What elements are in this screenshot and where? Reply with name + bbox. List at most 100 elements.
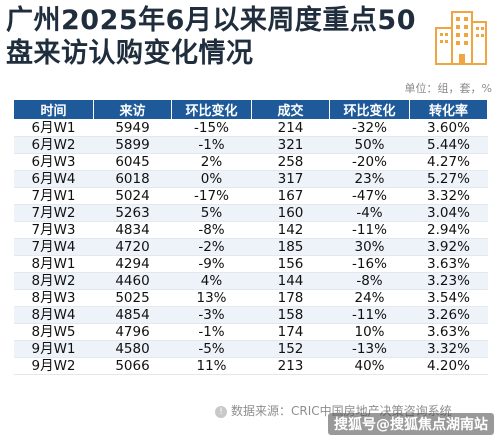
table-row: 6月W2 5899 -1% 321 50% 5.44% [13, 136, 488, 154]
cell-visits-change: -1% [171, 136, 252, 154]
cell-deals: 321 [251, 136, 330, 154]
cell-deals-change: 50% [329, 136, 410, 154]
cell-visits: 6018 [93, 170, 172, 188]
cell-time: 9月W1 [13, 340, 94, 358]
cell-time: 6月W4 [13, 170, 94, 188]
cell-visits-change: -17% [171, 187, 252, 205]
cell-visits-change: 2% [171, 153, 252, 171]
cell-visits-change: 13% [171, 289, 252, 307]
cell-time: 8月W4 [13, 306, 94, 324]
cell-deals: 214 [251, 119, 330, 137]
cell-time: 9月W2 [13, 357, 94, 375]
cell-visits-change: 11% [171, 357, 252, 375]
cell-visits: 4580 [93, 340, 172, 358]
cell-deals-change: 30% [329, 238, 410, 256]
cell-deals: 317 [251, 170, 330, 188]
table-header-row: 时间 来访 环比变化 成交 环比变化 转化率 [13, 99, 488, 120]
table-row: 7月W3 4834 -8% 142 -11% 2.94% [13, 221, 488, 239]
col-header-conversion: 转化率 [409, 99, 488, 120]
cell-visits: 5024 [93, 187, 172, 205]
building-logo-icon [435, 11, 487, 65]
cell-deals: 152 [251, 340, 330, 358]
cell-time: 8月W3 [13, 289, 94, 307]
cell-deals-change: -16% [329, 255, 410, 273]
cell-visits: 4834 [93, 221, 172, 239]
cell-deals-change: 40% [329, 357, 410, 375]
cell-conversion: 3.54% [409, 289, 488, 307]
cell-conversion: 4.20% [409, 357, 488, 375]
unit-label: 单位：组，套，% [404, 82, 492, 95]
cell-deals: 158 [251, 306, 330, 324]
col-header-visits: 来访 [93, 99, 172, 120]
col-header-visits-change: 环比变化 [171, 99, 252, 120]
cell-visits: 5899 [93, 136, 172, 154]
cell-deals-change: 24% [329, 289, 410, 307]
cell-time: 7月W1 [13, 187, 94, 205]
table-row: 9月W1 4580 -5% 152 -13% 3.32% [13, 340, 488, 358]
cell-visits-change: -3% [171, 306, 252, 324]
cell-visits: 4854 [93, 306, 172, 324]
table-row: 8月W5 4796 -1% 174 10% 3.63% [13, 323, 488, 341]
cell-conversion: 3.23% [409, 272, 488, 290]
cell-deals-change: 10% [329, 323, 410, 341]
table-row: 8月W2 4460 4% 144 -8% 3.23% [13, 272, 488, 290]
cell-deals: 185 [251, 238, 330, 256]
cell-conversion: 3.26% [409, 306, 488, 324]
cell-time: 6月W3 [13, 153, 94, 171]
cell-visits-change: 4% [171, 272, 252, 290]
cell-visits: 5949 [93, 119, 172, 137]
cell-visits: 4460 [93, 272, 172, 290]
cell-conversion: 3.32% [409, 187, 488, 205]
cell-visits: 6045 [93, 153, 172, 171]
table-row: 8月W4 4854 -3% 158 -11% 3.26% [13, 306, 488, 324]
table-row: 6月W1 5949 -15% 214 -32% 3.60% [13, 119, 488, 137]
cell-deals-change: -47% [329, 187, 410, 205]
cell-visits-change: -1% [171, 323, 252, 341]
cell-visits-change: -8% [171, 221, 252, 239]
cell-visits-change: -9% [171, 255, 252, 273]
cell-deals-change: 23% [329, 170, 410, 188]
cell-deals: 156 [251, 255, 330, 273]
cell-deals: 160 [251, 204, 330, 222]
col-header-time: 时间 [13, 99, 94, 120]
cell-visits: 4294 [93, 255, 172, 273]
cell-time: 8月W2 [13, 272, 94, 290]
cell-deals: 258 [251, 153, 330, 171]
table-row: 6月W3 6045 2% 258 -20% 4.27% [13, 153, 488, 171]
cell-conversion: 2.94% [409, 221, 488, 239]
cell-deals: 174 [251, 323, 330, 341]
cell-deals-change: -11% [329, 221, 410, 239]
info-icon: ! [215, 405, 227, 418]
cell-conversion: 3.63% [409, 323, 488, 341]
cell-time: 6月W1 [13, 119, 94, 137]
cell-deals-change: -13% [329, 340, 410, 358]
col-header-deals-change: 环比变化 [329, 99, 410, 120]
cell-conversion: 3.32% [409, 340, 488, 358]
cell-time: 7月W2 [13, 204, 94, 222]
cell-visits-change: 0% [171, 170, 252, 188]
cell-deals: 142 [251, 221, 330, 239]
cell-deals-change: -4% [329, 204, 410, 222]
table-row: 8月W3 5025 13% 178 24% 3.54% [13, 289, 488, 307]
cell-deals: 213 [251, 357, 330, 375]
cell-conversion: 5.44% [409, 136, 488, 154]
cell-time: 7月W3 [13, 221, 94, 239]
page-title: 广州2025年6月以来周度重点50盘来访认购变化情况 [6, 5, 417, 69]
table-row: 7月W4 4720 -2% 185 30% 3.92% [13, 238, 488, 256]
cell-visits: 4720 [93, 238, 172, 256]
data-table: 时间 来访 环比变化 成交 环比变化 转化率 6月W1 5949 -15% 214 -3… [13, 99, 488, 375]
cell-visits: 5263 [93, 204, 172, 222]
table-row: 8月W1 4294 -9% 156 -16% 3.63% [13, 255, 488, 273]
cell-visits-change: -15% [171, 119, 252, 137]
cell-time: 6月W2 [13, 136, 94, 154]
cell-deals: 167 [251, 187, 330, 205]
cell-visits: 5025 [93, 289, 172, 307]
cell-conversion: 3.63% [409, 255, 488, 273]
cell-deals: 178 [251, 289, 330, 307]
cell-conversion: 3.04% [409, 204, 488, 222]
cell-visits-change: -2% [171, 238, 252, 256]
cell-conversion: 5.27% [409, 170, 488, 188]
cell-time: 8月W5 [13, 323, 94, 341]
table-row: 9月W2 5066 11% 213 40% 4.20% [13, 357, 488, 375]
watermark: 搜狐号@搜狐焦点湖南站 [328, 413, 494, 435]
